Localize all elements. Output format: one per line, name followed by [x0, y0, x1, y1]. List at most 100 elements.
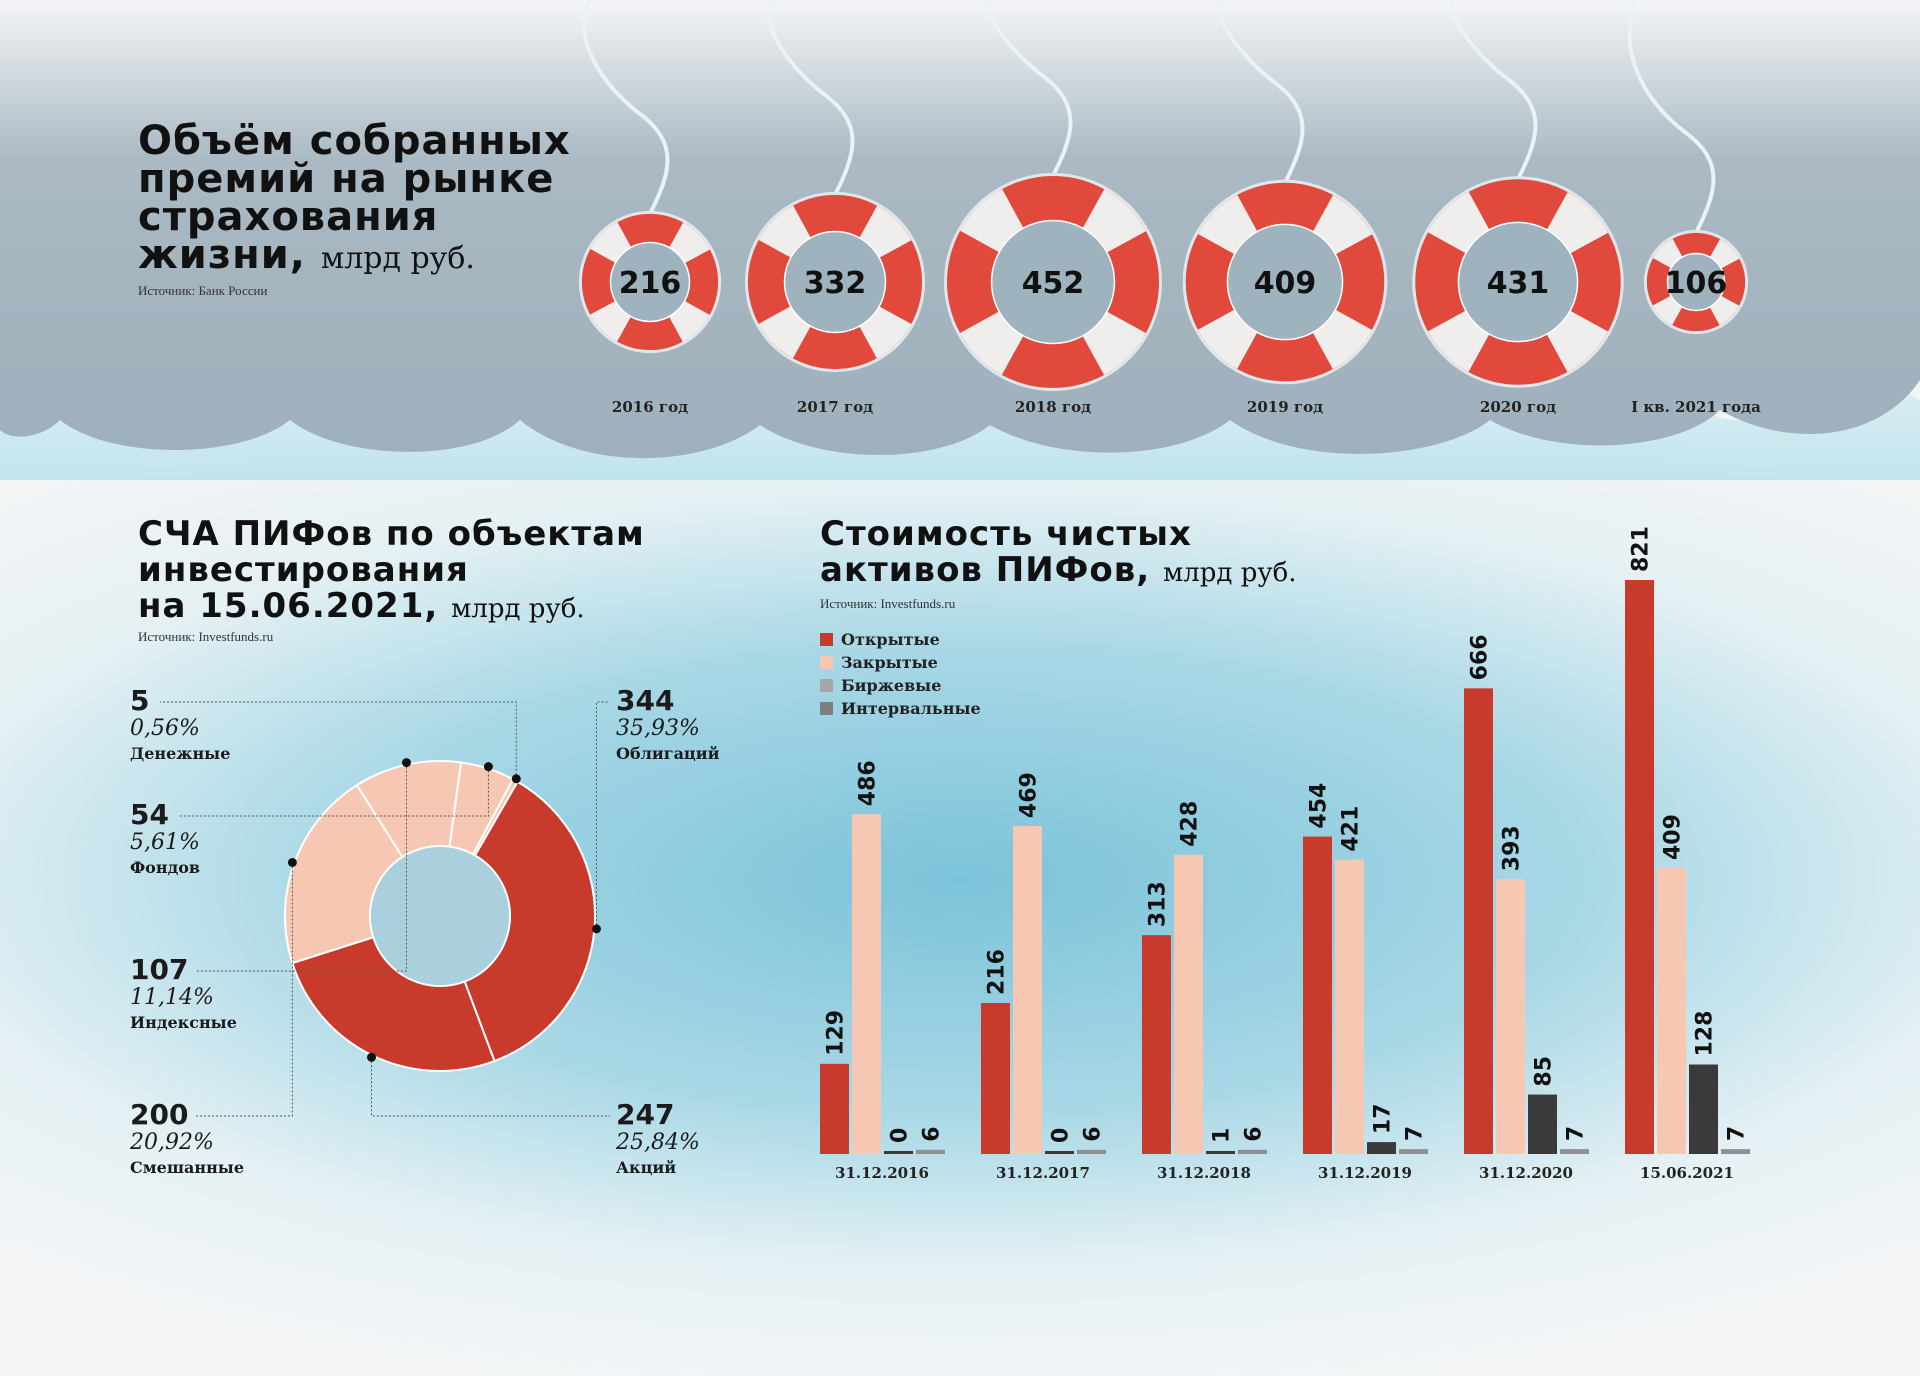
lifebuoy-chart: 216 2016 год 332 2017 год 452 2018 год 409 2019… [578, 0, 1761, 416]
donut-leader-dot [287, 857, 297, 867]
lifebuoy-value: 431 [1487, 266, 1550, 301]
donut-slice [463, 780, 596, 1063]
bars-source: Источник: Investfunds.ru [820, 596, 956, 611]
bar [1335, 859, 1364, 1154]
donut-label-name: Облигаций [616, 744, 720, 763]
donut-label-value: 200 [130, 1098, 189, 1131]
legend-label: Закрытые [841, 653, 938, 672]
donut-leader-line [178, 766, 489, 817]
lifebuoy-year-label: 2017 год [797, 398, 873, 416]
lifebuoy-hole [990, 219, 1116, 345]
donut-label-percent: 25,84% [616, 1130, 700, 1155]
pie-title-unit: млрд руб. [451, 594, 585, 624]
bar-value-label: 666 [1468, 634, 1493, 680]
lifebuoy-year-label: 2020 год [1480, 398, 1556, 416]
donut-leader-dot [511, 774, 521, 784]
rope-line [1627, 0, 1716, 234]
donut-label-value: 247 [616, 1098, 675, 1131]
bar-value-label: 7 [1725, 1126, 1750, 1141]
pie-title-line: СЧА ПИФов по объектам [138, 514, 645, 554]
rope-line [766, 0, 855, 196]
bar-value-label: 129 [824, 1010, 849, 1056]
pie-source: Источник: Investfunds.ru [138, 629, 274, 644]
bar [1496, 879, 1525, 1154]
lifebuoy-ring [947, 176, 1160, 389]
legend-item: Закрытые [820, 651, 981, 674]
insurance-title-line: премий на рынке [138, 156, 555, 202]
donut-label-percent: 0,56% [130, 716, 200, 741]
lifebuoy-value: 106 [1665, 266, 1728, 301]
bar [1464, 688, 1493, 1154]
bar-value-label: 469 [1017, 772, 1042, 818]
bar-value-label: 85 [1532, 1056, 1557, 1087]
lifebuoy-ring [581, 213, 719, 351]
bar [1238, 1149, 1267, 1154]
donut-label-value: 107 [130, 953, 189, 986]
bar [852, 814, 881, 1154]
lifebuoy-ring [1646, 232, 1746, 332]
donut-label-percent: 20,92% [130, 1130, 214, 1155]
bar [1657, 868, 1686, 1154]
rope-line [581, 0, 670, 215]
insurance-title: Объём собранных премий на рынке страхова… [138, 118, 571, 278]
insurance-title-line: Объём собранных [138, 118, 571, 164]
insurance-source: Источник: Банк России [138, 283, 268, 298]
lifebuoy-year-label: 2019 год [1247, 398, 1323, 416]
pie-title-line: на 15.06.2021, [138, 586, 439, 626]
donut-label-value: 5 [130, 684, 150, 717]
bar [1142, 935, 1171, 1154]
donut-chart [160, 701, 610, 1117]
pie-title-line: инвестирования [138, 550, 469, 590]
rope-line [1449, 0, 1538, 181]
lifebuoy-hole [783, 230, 887, 334]
donut-leader-line [196, 862, 293, 1117]
legend-swatch-interval [820, 702, 833, 715]
rope-line [1216, 0, 1305, 184]
bar-value-label: 313 [1146, 881, 1171, 927]
bar-value-label: 6 [920, 1126, 945, 1141]
lifebuoy-hole [609, 241, 691, 323]
bar [1625, 580, 1654, 1154]
bar-value-label: 393 [1500, 825, 1525, 871]
donut-leader-line [371, 1057, 610, 1117]
bar-value-label: 7 [1403, 1126, 1428, 1141]
bar-category-label: 15.06.2021 [1640, 1164, 1734, 1182]
donut-label-value: 54 [130, 798, 169, 831]
donut-label-percent: 35,93% [616, 716, 700, 741]
bar [1077, 1149, 1106, 1154]
donut-label-percent: 5,61% [130, 830, 200, 855]
legend-item: Открытые [820, 628, 981, 651]
insurance-title-line: страхования [138, 194, 439, 240]
donut-leader-line [595, 701, 610, 929]
pie-title: СЧА ПИФов по объектам инвестирования на … [138, 516, 645, 627]
insurance-title-unit: млрд руб. [320, 241, 475, 276]
donut-slice [284, 783, 404, 965]
bars-title-unit: млрд руб. [1163, 558, 1297, 588]
bar-value-label: 6 [1081, 1126, 1106, 1141]
donut-hole [371, 847, 509, 985]
bar-value-label: 128 [1693, 1011, 1718, 1057]
lifebuoy-value: 216 [619, 266, 682, 301]
lifebuoy-value: 452 [1022, 266, 1085, 301]
bar-value-label: 216 [985, 949, 1010, 995]
bar-value-label: 0 [888, 1128, 913, 1143]
bar [1174, 854, 1203, 1154]
bar [1560, 1149, 1589, 1154]
lifebuoy-hole [1457, 221, 1579, 343]
bar-category-label: 31.12.2020 [1479, 1164, 1573, 1182]
donut-label-percent: 11,14% [130, 985, 214, 1010]
bar-category-label: 31.12.2017 [996, 1164, 1090, 1182]
donut-leader-dot [591, 924, 601, 934]
bar-category-label: 31.12.2018 [1157, 1164, 1251, 1182]
lifebuoy-hole [1226, 223, 1344, 341]
bars-legend: Открытые Закрытые Биржевые Интервальные [820, 628, 981, 720]
bars-title-line: Стоимость чистых [820, 514, 1192, 554]
legend-label: Открытые [841, 630, 940, 649]
bar-value-label: 454 [1307, 783, 1332, 829]
donut-label-name: Индексные [130, 1013, 237, 1032]
bar [981, 1002, 1010, 1154]
bar-value-label: 0 [1049, 1128, 1074, 1143]
legend-swatch-open [820, 633, 833, 646]
legend-swatch-closed [820, 656, 833, 669]
